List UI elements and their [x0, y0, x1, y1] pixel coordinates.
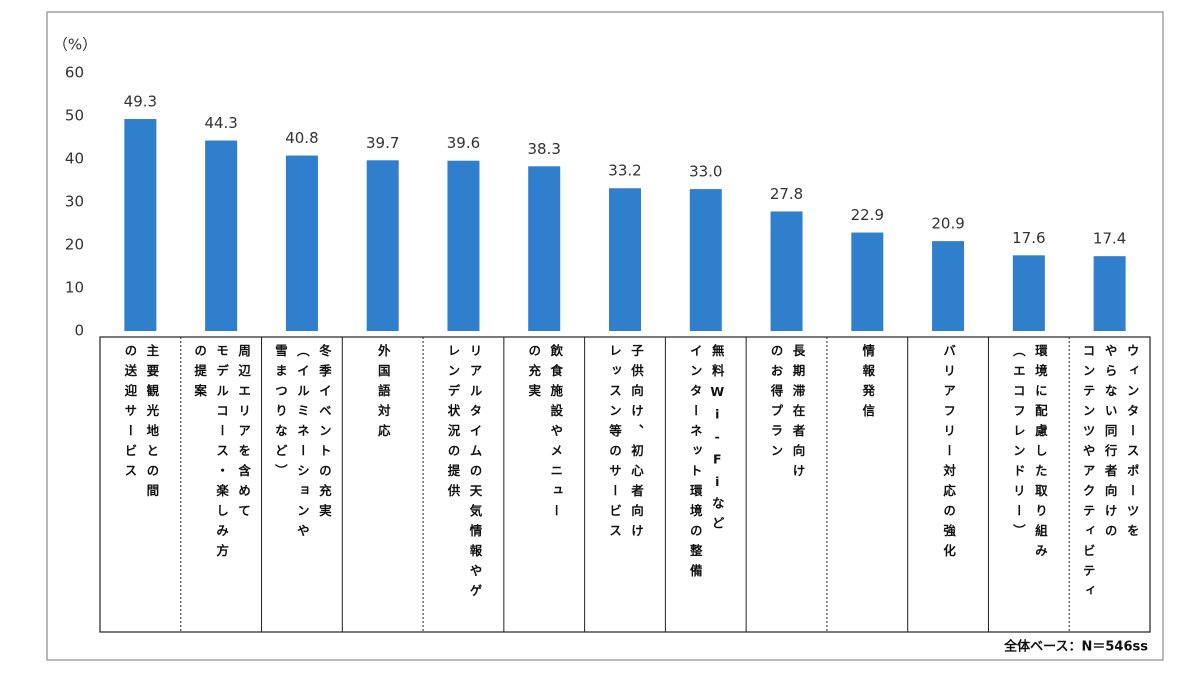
bar [770, 211, 803, 331]
category-label: ウィンタースポーツを やらない同行者向けの コンテンツやアクティビティ [1080, 344, 1140, 604]
category-table [99, 336, 1151, 633]
bar [528, 166, 561, 331]
value-label: 39.7 [366, 134, 399, 152]
bar [689, 189, 722, 331]
y-tick-label: 20 [65, 236, 84, 254]
category-label: 主要観光地との間 の送迎サービス [122, 344, 160, 504]
category-label: 子供向け、初心者向け レッスン等のサービス [607, 344, 644, 544]
value-label: 22.9 [851, 206, 884, 224]
y-tick-label: 60 [65, 64, 84, 82]
category-label: 外国語対応 [375, 344, 391, 444]
category-label: 環境に配慮した取り組み （エコフレンドリー） [1010, 344, 1048, 564]
bar [447, 160, 480, 331]
bar [609, 188, 641, 331]
value-label: 38.3 [528, 140, 561, 158]
category-label: 情報発信 [860, 344, 876, 424]
footnote: 全体ベース：N＝546ss [1003, 639, 1148, 655]
value-label: 17.4 [1093, 230, 1126, 248]
value-label: 49.3 [124, 93, 157, 111]
value-label: 33.0 [689, 163, 722, 181]
bar [851, 232, 884, 331]
value-label: 40.8 [285, 129, 318, 147]
value-label: 39.6 [447, 134, 480, 152]
category-label: バリアフリー対応の強化 [941, 344, 957, 564]
category-label: 飲食施設やメニュー の充実 [526, 344, 564, 524]
y-tick-label: 50 [65, 107, 84, 125]
value-label: 33.2 [608, 162, 641, 180]
y-tick-label: 40 [65, 150, 84, 168]
y-unit: （%） [53, 36, 97, 54]
bar [1093, 256, 1126, 331]
category-label: リアルタイムの天気情報やゲ レンデ状況の提供 [445, 344, 483, 604]
frame [46, 11, 1164, 661]
bar [205, 140, 238, 331]
value-label: 17.6 [1012, 229, 1045, 247]
category-label: 周辺エリアを含めて モデルコース・楽しみ方 の提案 [192, 344, 252, 564]
bar [285, 155, 318, 331]
category-label: 無料Wi-Fiなど インターネット環境の整備 [687, 344, 725, 584]
value-label: 27.8 [770, 185, 803, 203]
value-label: 44.3 [204, 114, 237, 132]
bar [124, 119, 157, 331]
category-label: 冬季イベントの充実 （イルミネーションや 雪まつりなど） [272, 344, 332, 544]
y-tick-label: 10 [65, 279, 84, 297]
bar [1012, 255, 1045, 331]
category-label: 長期滞在者向け のお得プラン [768, 344, 806, 484]
bar [366, 160, 399, 331]
y-tick-label: 0 [74, 322, 84, 340]
y-tick-label: 30 [65, 193, 84, 211]
bar [932, 241, 965, 331]
value-label: 20.9 [931, 215, 964, 233]
